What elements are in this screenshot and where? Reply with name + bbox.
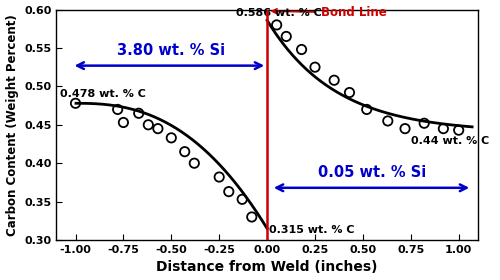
- Point: [454, 128, 462, 132]
- Point: [120, 120, 128, 125]
- Point: [72, 101, 80, 106]
- Point: [440, 126, 448, 131]
- Point: [238, 197, 246, 202]
- Point: [346, 90, 354, 95]
- X-axis label: Distance from Weld (inches): Distance from Weld (inches): [156, 260, 378, 274]
- Point: [154, 126, 162, 131]
- Point: [362, 107, 370, 112]
- Point: [190, 161, 198, 165]
- Text: 0.05 wt. % Si: 0.05 wt. % Si: [318, 165, 426, 180]
- Text: 3.80 wt. % Si: 3.80 wt. % Si: [117, 43, 226, 58]
- Point: [420, 121, 428, 125]
- Point: [168, 136, 175, 140]
- Point: [248, 215, 256, 219]
- Text: Bond Line: Bond Line: [272, 6, 386, 19]
- Point: [401, 126, 409, 131]
- Point: [225, 189, 233, 194]
- Text: 0.44 wt. % C: 0.44 wt. % C: [411, 136, 489, 146]
- Point: [330, 78, 338, 83]
- Point: [144, 123, 152, 127]
- Point: [298, 47, 306, 52]
- Point: [134, 111, 142, 116]
- Point: [282, 34, 290, 39]
- Point: [311, 65, 319, 69]
- Y-axis label: Carbon Content (Weight Percent): Carbon Content (Weight Percent): [6, 14, 18, 236]
- Point: [272, 23, 280, 27]
- Text: 0.478 wt. % C: 0.478 wt. % C: [60, 89, 146, 99]
- Point: [180, 150, 188, 154]
- Point: [215, 175, 223, 179]
- Point: [384, 119, 392, 123]
- Text: 0.586 wt. % C: 0.586 wt. % C: [236, 8, 322, 18]
- Text: 0.315 wt. % C: 0.315 wt. % C: [269, 225, 354, 235]
- Point: [114, 107, 122, 112]
